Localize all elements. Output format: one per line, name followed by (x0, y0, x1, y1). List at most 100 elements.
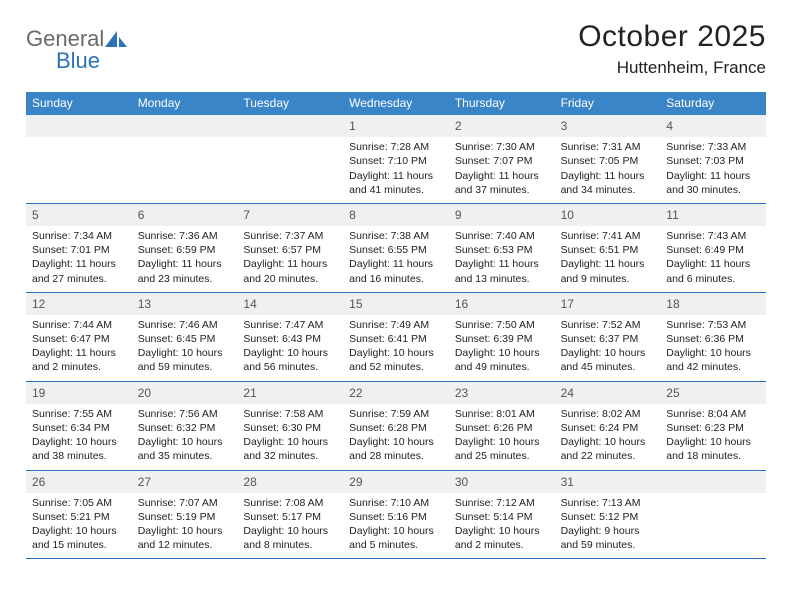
sunset-line: Sunset: 5:17 PM (243, 510, 337, 524)
day-number: 24 (555, 382, 661, 404)
title-block: October 2025 Huttenheim, France (578, 20, 766, 78)
sunset-line: Sunset: 6:28 PM (349, 421, 443, 435)
calendar-cell: 5 Sunrise: 7:34 AMSunset: 7:01 PMDaylight… (26, 204, 132, 292)
day-number: 16 (449, 293, 555, 315)
sunrise-line: Sunrise: 7:33 AM (666, 140, 760, 154)
daylight-line: Daylight: 9 hours and 59 minutes. (561, 524, 655, 552)
weekday-header: Monday (132, 92, 238, 115)
sunset-line: Sunset: 7:01 PM (32, 243, 126, 257)
daylight-line: Daylight: 11 hours and 13 minutes. (455, 257, 549, 285)
daylight-line: Daylight: 10 hours and 45 minutes. (561, 346, 655, 374)
day-number: 11 (660, 204, 766, 226)
day-number: 3 (555, 115, 661, 137)
daylight-line: Daylight: 11 hours and 9 minutes. (561, 257, 655, 285)
daylight-line: Daylight: 10 hours and 22 minutes. (561, 435, 655, 463)
sunrise-line: Sunrise: 7:05 AM (32, 496, 126, 510)
sunset-line: Sunset: 7:05 PM (561, 154, 655, 168)
sunrise-line: Sunrise: 7:08 AM (243, 496, 337, 510)
sunrise-line: Sunrise: 7:31 AM (561, 140, 655, 154)
daylight-line: Daylight: 10 hours and 25 minutes. (455, 435, 549, 463)
calendar-cell: 23Sunrise: 8:01 AMSunset: 6:26 PMDayligh… (449, 382, 555, 470)
calendar-cell: 10Sunrise: 7:41 AMSunset: 6:51 PMDayligh… (555, 204, 661, 292)
sunset-line: Sunset: 6:26 PM (455, 421, 549, 435)
sunset-line: Sunset: 6:37 PM (561, 332, 655, 346)
day-number-empty (132, 115, 238, 137)
daylight-line: Daylight: 10 hours and 15 minutes. (32, 524, 126, 552)
calendar-cell (26, 115, 132, 203)
day-number-empty (660, 471, 766, 493)
sunset-line: Sunset: 5:21 PM (32, 510, 126, 524)
calendar-week-row: 26Sunrise: 7:05 AMSunset: 5:21 PMDayligh… (26, 471, 766, 560)
page-header: GeneralBlue October 2025 Huttenheim, Fra… (26, 20, 766, 78)
day-number: 4 (660, 115, 766, 137)
daylight-line: Daylight: 10 hours and 52 minutes. (349, 346, 443, 374)
sunset-line: Sunset: 6:45 PM (138, 332, 232, 346)
day-number: 25 (660, 382, 766, 404)
calendar-cell: 26 Sunrise: 7:05 AMSunset: 5:21 PMDayligh… (26, 471, 132, 559)
sunset-line: Sunset: 7:07 PM (455, 154, 549, 168)
sunset-line: Sunset: 5:12 PM (561, 510, 655, 524)
day-number: 17 (555, 293, 661, 315)
calendar-cell: 31Sunrise: 7:13 AMSunset: 5:12 PMDayligh… (555, 471, 661, 559)
sunrise-line: Sunrise: 7:56 AM (138, 407, 232, 421)
daylight-line: Daylight: 10 hours and 59 minutes. (138, 346, 232, 374)
daylight-line: Daylight: 10 hours and 8 minutes. (243, 524, 337, 552)
sunrise-line: Sunrise: 7:34 AM (32, 229, 126, 243)
sunset-line: Sunset: 7:10 PM (349, 154, 443, 168)
day-number: 2 (449, 115, 555, 137)
sunset-line: Sunset: 6:34 PM (32, 421, 126, 435)
daylight-line: Daylight: 11 hours and 37 minutes. (455, 169, 549, 197)
sunrise-line: Sunrise: 7:44 AM (32, 318, 126, 332)
page-title: October 2025 (578, 20, 766, 54)
daylight-line: Daylight: 11 hours and 2 minutes. (32, 346, 126, 374)
calendar-cell: 20Sunrise: 7:56 AMSunset: 6:32 PMDayligh… (132, 382, 238, 470)
daylight-line: Daylight: 10 hours and 56 minutes. (243, 346, 337, 374)
sunset-line: Sunset: 6:55 PM (349, 243, 443, 257)
daylight-line: Daylight: 10 hours and 2 minutes. (455, 524, 549, 552)
daylight-line: Daylight: 10 hours and 42 minutes. (666, 346, 760, 374)
calendar-cell: 18Sunrise: 7:53 AMSunset: 6:36 PMDayligh… (660, 293, 766, 381)
sunrise-line: Sunrise: 7:12 AM (455, 496, 549, 510)
sunset-line: Sunset: 6:36 PM (666, 332, 760, 346)
day-number: 12 (26, 293, 132, 315)
sunrise-line: Sunrise: 7:50 AM (455, 318, 549, 332)
calendar-cell: 4Sunrise: 7:33 AMSunset: 7:03 PMDaylight… (660, 115, 766, 203)
brand-logo: GeneralBlue (26, 20, 129, 74)
sunset-line: Sunset: 5:19 PM (138, 510, 232, 524)
location-label: Huttenheim, France (578, 58, 766, 78)
day-number: 5 (26, 204, 132, 226)
day-number: 27 (132, 471, 238, 493)
sunrise-line: Sunrise: 7:37 AM (243, 229, 337, 243)
daylight-line: Daylight: 11 hours and 27 minutes. (32, 257, 126, 285)
sunset-line: Sunset: 6:53 PM (455, 243, 549, 257)
day-number: 14 (237, 293, 343, 315)
daylight-line: Daylight: 11 hours and 30 minutes. (666, 169, 760, 197)
weeks-container: 1Sunrise: 7:28 AMSunset: 7:10 PMDaylight… (26, 115, 766, 559)
calendar-cell: 29Sunrise: 7:10 AMSunset: 5:16 PMDayligh… (343, 471, 449, 559)
calendar-page: GeneralBlue October 2025 Huttenheim, Fra… (0, 0, 792, 579)
calendar-cell: 12Sunrise: 7:44 AMSunset: 6:47 PMDayligh… (26, 293, 132, 381)
day-number: 15 (343, 293, 449, 315)
sunrise-line: Sunrise: 8:01 AM (455, 407, 549, 421)
day-number: 26 (26, 471, 132, 493)
daylight-line: Daylight: 10 hours and 28 minutes. (349, 435, 443, 463)
day-number: 8 (343, 204, 449, 226)
weekday-header: Tuesday (237, 92, 343, 115)
calendar-cell: 9Sunrise: 7:40 AMSunset: 6:53 PMDaylight… (449, 204, 555, 292)
day-number: 30 (449, 471, 555, 493)
day-number: 7 (237, 204, 343, 226)
weekday-header: Thursday (449, 92, 555, 115)
sunset-line: Sunset: 5:16 PM (349, 510, 443, 524)
daylight-line: Daylight: 10 hours and 5 minutes. (349, 524, 443, 552)
calendar-cell: 17Sunrise: 7:52 AMSunset: 6:37 PMDayligh… (555, 293, 661, 381)
sunrise-line: Sunrise: 7:41 AM (561, 229, 655, 243)
calendar-cell: 22Sunrise: 7:59 AMSunset: 6:28 PMDayligh… (343, 382, 449, 470)
sunset-line: Sunset: 6:57 PM (243, 243, 337, 257)
calendar-cell: 27Sunrise: 7:07 AMSunset: 5:19 PMDayligh… (132, 471, 238, 559)
day-number: 21 (237, 382, 343, 404)
sunrise-line: Sunrise: 8:04 AM (666, 407, 760, 421)
sunset-line: Sunset: 5:14 PM (455, 510, 549, 524)
sunset-line: Sunset: 6:24 PM (561, 421, 655, 435)
weekday-header-row: Sunday Monday Tuesday Wednesday Thursday… (26, 92, 766, 115)
day-number: 31 (555, 471, 661, 493)
